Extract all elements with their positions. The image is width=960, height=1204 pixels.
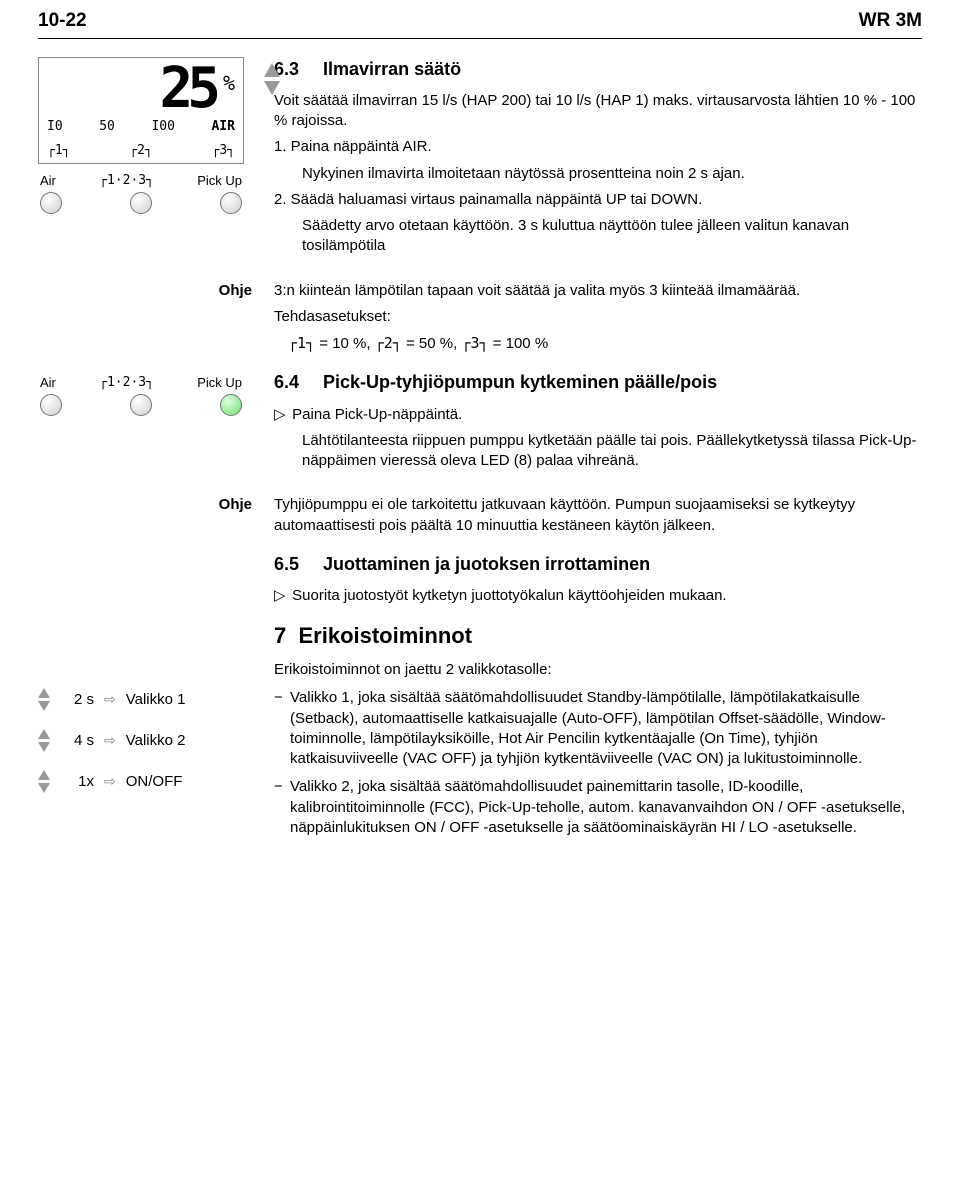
preset-1-value: = 10 %, bbox=[315, 335, 375, 352]
panel-label-pickup: Pick Up bbox=[197, 172, 242, 190]
air-button[interactable] bbox=[40, 192, 62, 214]
header-left: 10-22 bbox=[38, 8, 87, 34]
s64-step1-text: Paina Pick-Up-näppäintä. bbox=[292, 406, 462, 423]
preset-3-bracket: ┌3┐ bbox=[461, 334, 488, 352]
lcd-air-label: AIR bbox=[211, 118, 234, 136]
arrow-up-icon-s1 bbox=[38, 688, 50, 698]
lcd-main-value: 25 bbox=[160, 64, 215, 114]
arrow-down-icon-s2 bbox=[38, 742, 50, 752]
heading-7: 7 Erikoistoiminnot bbox=[274, 621, 922, 651]
ohje-2-label: Ohje bbox=[38, 495, 256, 542]
menu-label-1: Valikko 1 bbox=[126, 690, 186, 710]
arrow-down-icon-s3 bbox=[38, 783, 50, 793]
menu-row-2: 4 s ⇨ Valikko 2 bbox=[38, 729, 256, 752]
heading-6-3-title: Ilmavirran säätö bbox=[323, 59, 461, 79]
s7-intro: Erikoistoiminnot on jaettu 2 valikkotaso… bbox=[274, 660, 922, 680]
ohje-1-text: 3:n kiinteän lämpötilan tapaan voit säät… bbox=[274, 281, 922, 301]
menu-time-3: 1x bbox=[60, 772, 94, 792]
menu-time-2: 4 s bbox=[60, 731, 94, 751]
preset-3-value: = 100 % bbox=[489, 335, 549, 352]
s63-step2: 2. Säädä haluamasi virtaus painamalla nä… bbox=[274, 190, 922, 210]
menu-arrow-icon-1: ⇨ bbox=[104, 690, 116, 709]
heading-6-3: 6.3Ilmavirran säätö bbox=[274, 57, 922, 81]
heading-6-4: 6.4 Pick-Up-tyhjiöpumpun kytkeminen pääll… bbox=[274, 370, 922, 394]
s64-step1: ▷ Paina Pick-Up-näppäintä. bbox=[274, 405, 922, 425]
menu-arrow-icon-3: ⇨ bbox=[104, 772, 116, 791]
panel2-label-pickup: Pick Up bbox=[197, 374, 242, 392]
panel-label-air: Air bbox=[40, 172, 56, 190]
pickup-button[interactable] bbox=[220, 192, 242, 214]
heading-7-title: Erikoistoiminnot bbox=[298, 623, 472, 648]
preset-2-bracket: ┌2┐ bbox=[375, 334, 402, 352]
menu-row-3: 1x ⇨ ON/OFF bbox=[38, 770, 256, 793]
s7-item-2: − Valikko 2, joka sisältää säätömahdolli… bbox=[274, 777, 922, 838]
s7-item-1-text: Valikko 1, joka sisältää säätömahdollisu… bbox=[290, 688, 922, 769]
menu-row-1: 2 s ⇨ Valikko 1 bbox=[38, 688, 256, 711]
page-header: 10-22 WR 3M bbox=[38, 0, 922, 39]
arrow-up-icon-s3 bbox=[38, 770, 50, 780]
s63-step2-note: Säädetty arvo otetaan käyttöön. 3 s kulu… bbox=[274, 216, 922, 257]
lcd-sub-1: I0 bbox=[47, 118, 63, 136]
dash-bullet-icon-2: − bbox=[274, 777, 290, 838]
up-down-arrows bbox=[264, 63, 280, 95]
preset-2-value: = 50 %, bbox=[402, 335, 462, 352]
lcd-sub-2: 50 bbox=[99, 118, 115, 136]
lcd-ch-1: ┌1┐ bbox=[47, 142, 70, 160]
ohje-1-label: Ohje bbox=[38, 281, 256, 361]
lcd-ch-2: ┌2┐ bbox=[129, 142, 152, 160]
heading-7-num: 7 bbox=[274, 623, 286, 648]
header-right: WR 3M bbox=[859, 8, 922, 34]
lcd-ch-3: ┌3┐ bbox=[212, 142, 235, 160]
arrow-down-icon-s1 bbox=[38, 701, 50, 711]
lcd-display: 25 % I0 50 I00 AIR ┌1┐ ┌2┐ ┌3┐ bbox=[38, 57, 244, 164]
menu-time-1: 2 s bbox=[60, 690, 94, 710]
panel2-label-air: Air bbox=[40, 374, 56, 392]
heading-6-4-title: Pick-Up-tyhjiöpumpun kytkeminen päälle/p… bbox=[323, 372, 717, 392]
s65-step1-text: Suorita juotostyöt kytketyn juottotyökal… bbox=[292, 587, 726, 604]
preset-123-button[interactable] bbox=[130, 192, 152, 214]
s7-item-1: − Valikko 1, joka sisältää säätömahdolli… bbox=[274, 688, 922, 769]
heading-6-5-num: 6.5 bbox=[274, 554, 299, 574]
menu-label-3: ON/OFF bbox=[126, 772, 183, 792]
heading-6-5: 6.5 Juottaminen ja juotoksen irrottaminen bbox=[274, 552, 922, 576]
s63-intro: Voit säätää ilmavirran 15 l/s (HAP 200) … bbox=[274, 91, 922, 132]
preset-123-button-2[interactable] bbox=[130, 394, 152, 416]
preset-1-bracket: ┌1┐ bbox=[288, 334, 315, 352]
lcd-percent: % bbox=[223, 70, 235, 97]
menu-arrow-icon-2: ⇨ bbox=[104, 731, 116, 750]
s63-step1: 1. Paina näppäintä AIR. bbox=[274, 137, 922, 157]
triangle-bullet-icon: ▷ bbox=[274, 405, 288, 425]
air-button-2[interactable] bbox=[40, 394, 62, 416]
s64-note1: Lähtötilanteesta riippuen pumppu kytketä… bbox=[274, 431, 922, 472]
menu-label-2: Valikko 2 bbox=[126, 731, 186, 751]
heading-6-4-num: 6.4 bbox=[274, 372, 299, 392]
ohje-1-presets: ┌1┐ = 10 %, ┌2┐ = 50 %, ┌3┐ = 100 % bbox=[274, 333, 922, 354]
heading-6-5-title: Juottaminen ja juotoksen irrottaminen bbox=[323, 554, 650, 574]
arrow-up-icon[interactable] bbox=[264, 63, 280, 77]
s63-step1-note: Nykyinen ilmavirta ilmoitetaan näytössä … bbox=[274, 164, 922, 184]
s7-item-2-text: Valikko 2, joka sisältää säätömahdollisu… bbox=[290, 777, 922, 838]
panel-label-123: ┌1·2·3┐ bbox=[99, 172, 154, 190]
panel2-label-123: ┌1·2·3┐ bbox=[99, 374, 154, 392]
triangle-bullet-icon-2: ▷ bbox=[274, 586, 288, 606]
ohje-2-text: Tyhjiöpumppu ei ole tarkoitettu jatkuvaa… bbox=[274, 495, 922, 536]
pickup-button-lit[interactable] bbox=[220, 394, 242, 416]
dash-bullet-icon-1: − bbox=[274, 688, 290, 769]
arrow-down-icon[interactable] bbox=[264, 81, 280, 95]
lcd-sub-3: I00 bbox=[151, 118, 174, 136]
arrow-up-icon-s2 bbox=[38, 729, 50, 739]
ohje-1-defaults-label: Tehdasasetukset: bbox=[274, 307, 922, 327]
s65-step1: ▷ Suorita juotostyöt kytketyn juottotyök… bbox=[274, 586, 922, 606]
